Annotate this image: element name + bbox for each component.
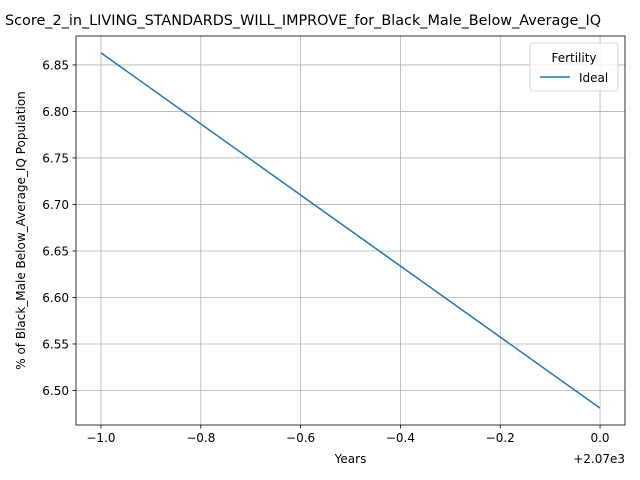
plot-frame [75, 35, 626, 426]
legend-box [529, 42, 619, 92]
x-axis: −1.0 −0.8 −0.6 −0.4 −0.2 0.0 [86, 425, 610, 445]
x-tick-label: −0.8 [186, 431, 215, 445]
chart-title: Score_2_in_LIVING_STANDARDS_WILL_IMPROVE… [5, 13, 601, 29]
series-line-ideal [100, 52, 601, 409]
legend-title: Fertility [551, 51, 596, 65]
y-tick-label: 6.65 [42, 244, 69, 258]
x-axis-label: Years [334, 452, 367, 466]
y-tick-label: 6.75 [42, 151, 69, 165]
legend: Fertility Ideal [529, 42, 619, 92]
x-tick-label: −0.6 [286, 431, 315, 445]
x-offset-label: +2.07e3 [573, 452, 625, 466]
series-group [100, 52, 601, 409]
y-tick-label: 6.50 [42, 384, 69, 398]
x-tick-label: −0.4 [386, 431, 415, 445]
y-tick-label: 6.60 [42, 291, 69, 305]
y-tick-label: 6.85 [42, 58, 69, 72]
x-tick-label: −0.2 [486, 431, 515, 445]
y-tick-label: 6.80 [42, 105, 69, 119]
x-tick-label: 0.0 [590, 431, 609, 445]
y-tick-label: 6.70 [42, 198, 69, 212]
legend-label-ideal: Ideal [579, 71, 608, 85]
y-axis: 6.50 6.55 6.60 6.65 6.70 6.75 6.80 6.85 [42, 58, 76, 398]
y-axis-label: % of Black_Male Below_Average_IQ Populat… [14, 91, 28, 370]
y-tick-label: 6.55 [42, 337, 69, 351]
x-tick-label: −1.0 [86, 431, 115, 445]
